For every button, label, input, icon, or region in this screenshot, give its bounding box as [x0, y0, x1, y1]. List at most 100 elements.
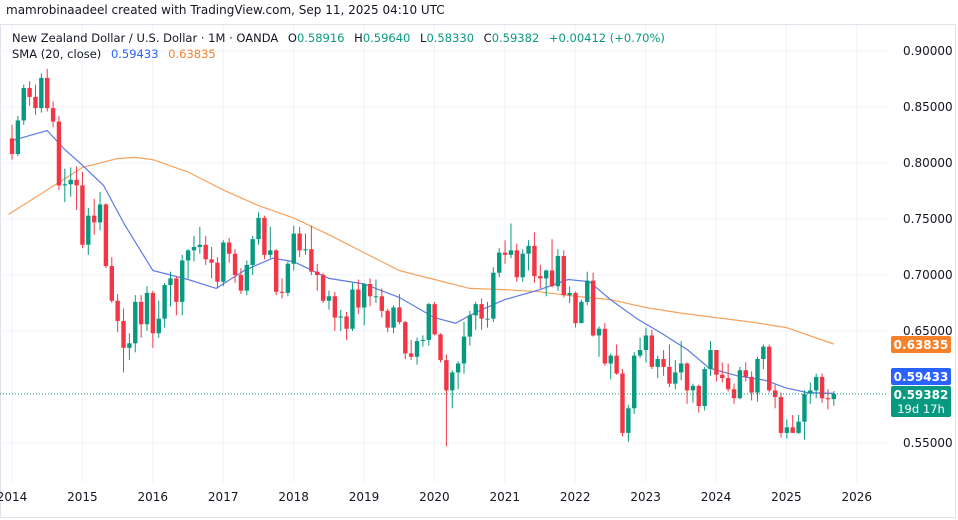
candle-body: [62, 184, 68, 186]
candle-2025-02: [790, 415, 795, 433]
candle-2022-03: [585, 271, 590, 306]
candle-2022-08: [614, 344, 619, 375]
candle-body: [479, 304, 484, 319]
candle-body: [103, 204, 109, 267]
chart-frame: [0, 24, 956, 518]
candle-2014-02: [15, 115, 21, 157]
symbol-legend[interactable]: New Zealand Dollar / U.S. Dollar · 1M · …: [12, 31, 665, 45]
candle-body: [256, 217, 261, 240]
close-value: 0.59382: [491, 31, 540, 45]
candle-body: [385, 310, 390, 328]
candle-body: [303, 249, 308, 251]
candle-2024-07: [749, 371, 754, 401]
candle-body: [802, 393, 807, 422]
candle-2020-05: [455, 361, 461, 390]
candle-2016-01: [150, 290, 156, 348]
x-tick-label: 2019: [349, 490, 380, 504]
candles: [9, 68, 836, 447]
candle-body: [320, 275, 326, 301]
candle-body: [144, 292, 150, 325]
sma-slow-price-label: 0.63835: [894, 338, 949, 352]
candle-2020-03: [444, 354, 449, 447]
candle-body: [379, 296, 385, 311]
candle-body: [690, 385, 696, 391]
candle-body: [391, 307, 396, 328]
y-tick-label: 0.85000: [903, 100, 953, 114]
candle-body: [74, 179, 79, 186]
candle-2016-05: [174, 276, 179, 316]
candle-2020-07: [467, 310, 473, 346]
candle-2019-08: [403, 320, 408, 359]
candle-2015-12: [144, 286, 150, 331]
candle-2024-05: [737, 366, 743, 400]
candle-body: [596, 328, 602, 336]
low-value: 0.58330: [426, 31, 475, 45]
candle-2016-03: [162, 282, 167, 328]
candle-2015-05: [103, 203, 109, 269]
candle-body: [215, 262, 220, 282]
candle-body: [162, 285, 167, 319]
sma-fast-price-label-bg: [891, 368, 951, 385]
candle-body: [268, 250, 273, 255]
candle-body: [285, 263, 291, 293]
candle-2017-05: [244, 260, 249, 296]
candle-2016-04: [168, 271, 173, 307]
candle-body: [608, 355, 613, 364]
candle-body: [772, 390, 778, 398]
candle-body: [784, 427, 790, 433]
candle-body: [643, 335, 649, 351]
candle-2017-10: [273, 249, 279, 296]
candle-2018-09: [338, 309, 343, 331]
candle-body: [350, 289, 355, 329]
candle-body: [485, 318, 490, 320]
candle-2022-06: [602, 323, 608, 366]
candle-2020-12: [497, 248, 502, 278]
candle-2021-06: [532, 232, 537, 283]
candle-body: [808, 390, 813, 394]
candle-2016-11: [209, 247, 214, 279]
sma-fast-line: [11, 129, 834, 394]
x-tick-label: 2014: [0, 490, 27, 504]
candle-2023-12: [708, 341, 713, 376]
candle-2025-01: [784, 419, 790, 439]
candle-body: [502, 252, 508, 255]
candle-2021-01: [502, 240, 508, 264]
candle-2018-04: [309, 225, 314, 275]
candle-2016-02: [156, 300, 161, 338]
candle-body: [543, 270, 549, 279]
x-tick-label: 2026: [842, 490, 873, 504]
high-value: 0.59640: [362, 31, 411, 45]
candle-2022-10: [626, 404, 631, 442]
candle-2025-03: [796, 415, 801, 435]
candle-2023-06: [673, 360, 678, 390]
candle-2015-10: [133, 295, 138, 353]
candle-2017-07: [256, 212, 261, 245]
candle-body: [408, 353, 414, 357]
candle-body: [432, 304, 437, 335]
candle-body: [50, 108, 56, 122]
indicator-legend[interactable]: SMA (20, close) 0.59433 0.63835: [12, 47, 216, 61]
candle-2025-08: [825, 389, 831, 410]
candle-2014-10: [62, 168, 68, 203]
candle-body: [684, 363, 690, 391]
candle-2018-05: [315, 263, 320, 291]
candle-2025-07: [819, 373, 825, 403]
candle-2024-12: [778, 392, 784, 438]
candle-2016-09: [197, 226, 203, 254]
candle-2021-08: [543, 269, 549, 297]
candle-2020-04: [450, 370, 455, 409]
candle-2021-07: [538, 264, 543, 289]
candle-body: [714, 350, 719, 375]
high-label: H: [354, 31, 363, 45]
grid: [0, 25, 888, 483]
candle-2017-06: [250, 235, 255, 275]
candle-body: [21, 87, 26, 121]
candle-2022-07: [608, 353, 613, 380]
candle-body: [180, 260, 185, 302]
candle-2018-06: [320, 272, 326, 303]
candle-body: [262, 217, 267, 255]
candle-2014-05: [33, 84, 38, 115]
candle-2022-02: [579, 299, 584, 324]
candle-body: [362, 283, 367, 308]
